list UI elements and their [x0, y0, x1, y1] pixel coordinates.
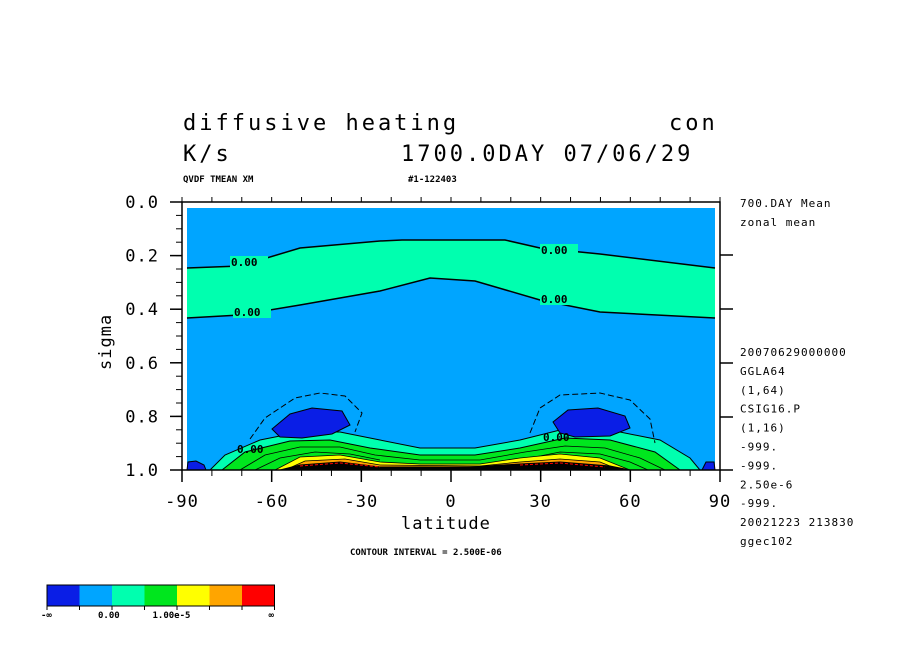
contour-label: 0.00 [541, 293, 568, 306]
run-label: #1-122403 [408, 175, 457, 185]
y-tick-label: 0.6 [125, 354, 159, 374]
side-info-line: (1,16) [740, 422, 786, 435]
side-info-line: CSIG16.P [740, 403, 801, 416]
x-tick-label: 60 [619, 492, 641, 512]
y-tick-label: 0.4 [125, 300, 159, 320]
dashed-contour-left [249, 392, 363, 440]
side-info-line: (1,64) [740, 384, 786, 397]
negative-blob-left [271, 407, 351, 439]
units-label: K/s [183, 142, 232, 167]
colorbar-swatch [112, 585, 145, 606]
side-info-line: 2.50e-6 [740, 478, 793, 491]
mean-info: 700.DAY Mean [740, 197, 831, 210]
y-tick-label: 0.8 [125, 407, 159, 427]
y-tick-label: 0.2 [125, 247, 159, 267]
colorbar-label: -∞ [41, 611, 52, 621]
side-info-line: ggec102 [740, 535, 793, 548]
contour-label: 0.00 [541, 244, 568, 257]
zonal-info: zonal mean [740, 216, 816, 229]
contour-labels: 0.00 0.00 0.00 0.00 0.00 0.00 [230, 244, 578, 456]
negative-blob-right [552, 407, 631, 438]
x-tick-label: -90 [165, 492, 199, 512]
x-tick-label: -30 [344, 492, 378, 512]
colorbar-swatch [144, 585, 177, 606]
colorbar-swatch [79, 585, 112, 606]
minor-ticks [176, 197, 721, 476]
y-tick-label: 0.0 [125, 193, 159, 213]
side-info-line: -999. [740, 441, 778, 454]
contour-interval-label: CONTOUR INTERVAL = 2.500E-06 [350, 548, 502, 558]
dashed-contour-right [529, 392, 656, 444]
contour-label: 0.00 [231, 256, 258, 269]
plot-area: 0.00 0.00 0.00 0.00 0.00 0.00 [186, 208, 716, 471]
side-info-line: 20021223 213830 [740, 516, 854, 529]
side-info-line: -999. [740, 459, 778, 472]
x-tick-label: 30 [529, 492, 551, 512]
contour-label: 0.00 [237, 443, 264, 456]
colorbar-swatch [209, 585, 242, 606]
colorbar-swatch [177, 585, 210, 606]
x-tick-label: -60 [255, 492, 289, 512]
x-tick-label: 90 [709, 492, 731, 512]
contour-label: 0.00 [234, 306, 261, 319]
colorbar-swatch [242, 585, 275, 606]
colorbar-frame [46, 584, 275, 607]
colorbar-label: ∞ [269, 611, 275, 621]
colorbar: -∞ 0.00 1.00e-5 ∞ [41, 584, 275, 621]
side-info-line: GGLA64 [740, 365, 786, 378]
colorbar-label: 0.00 [98, 611, 120, 621]
y-axis: 0.0 0.2 0.4 0.6 0.8 1.0 [125, 193, 182, 481]
colorbar-label: 1.00e-5 [153, 611, 191, 621]
surface-green-lines [239, 445, 666, 471]
side-info-line: -999. [740, 497, 778, 510]
variable-label: QVDF TMEAN XM [183, 175, 254, 185]
chart-title: diffusive heating [183, 111, 459, 136]
x-tick-label: 0 [445, 492, 456, 512]
y-tick-label: 1.0 [125, 461, 159, 481]
colorbar-swatch [47, 585, 80, 606]
time-label: 1700.0DAY 07/06/29 [401, 142, 693, 167]
side-info: 20070629000000 GGLA64 (1,64) CSIG16.P (1,16)… [740, 346, 854, 548]
chart-title-right: con [669, 111, 718, 136]
surface-red-dash [299, 462, 606, 468]
side-info-line: 20070629000000 [740, 346, 847, 359]
x-axis-title: latitude [401, 514, 491, 534]
contour-label: 0.00 [543, 431, 570, 444]
right-axis-ticks [720, 254, 733, 471]
x-axis: -90 -60 -30 0 30 60 90 [165, 470, 731, 512]
y-axis-title: sigma [96, 314, 116, 370]
